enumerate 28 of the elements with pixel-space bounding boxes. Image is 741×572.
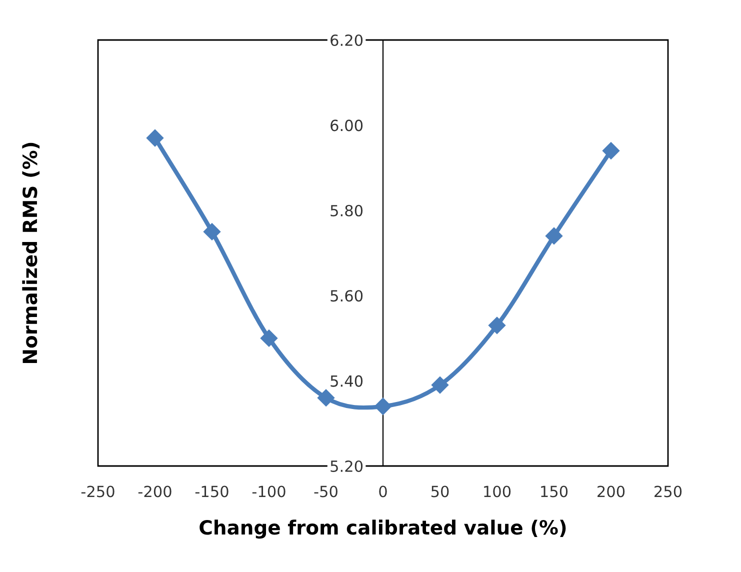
point — [431, 376, 449, 394]
y-tick-label: 5.20 — [330, 460, 363, 472]
point — [602, 142, 620, 160]
y-tick-label: 6.00 — [330, 120, 363, 132]
x-tick-label: -150 — [195, 486, 228, 498]
x-tick-label: 150 — [541, 486, 568, 498]
x-axis-title: Change from calibrated value (%) — [200, 520, 566, 539]
x-tick-label: -200 — [138, 486, 172, 498]
y-tick-label: 5.40 — [330, 375, 363, 387]
y-tick-label: 6.20 — [330, 34, 363, 46]
y-tick-label: 5.80 — [330, 204, 363, 216]
point — [260, 330, 278, 347]
x-tick-label: -100 — [252, 486, 286, 498]
x-tick-label: -250 — [81, 486, 114, 498]
point — [488, 316, 506, 334]
x-tick-label: 50 — [431, 486, 449, 498]
point — [317, 389, 335, 406]
point — [545, 227, 563, 245]
point — [146, 129, 164, 147]
x-tick-label: 0 — [379, 486, 387, 498]
y-tick-label: 5.60 — [330, 290, 363, 302]
x-tick-label: 100 — [484, 486, 511, 498]
y-axis-title: Normalized RMS (%) — [22, 142, 40, 363]
x-tick-label: -50 — [314, 486, 338, 498]
x-tick-label: 200 — [598, 486, 625, 498]
point — [374, 398, 392, 415]
x-tick-label: 250 — [654, 486, 682, 498]
point — [203, 223, 221, 240]
